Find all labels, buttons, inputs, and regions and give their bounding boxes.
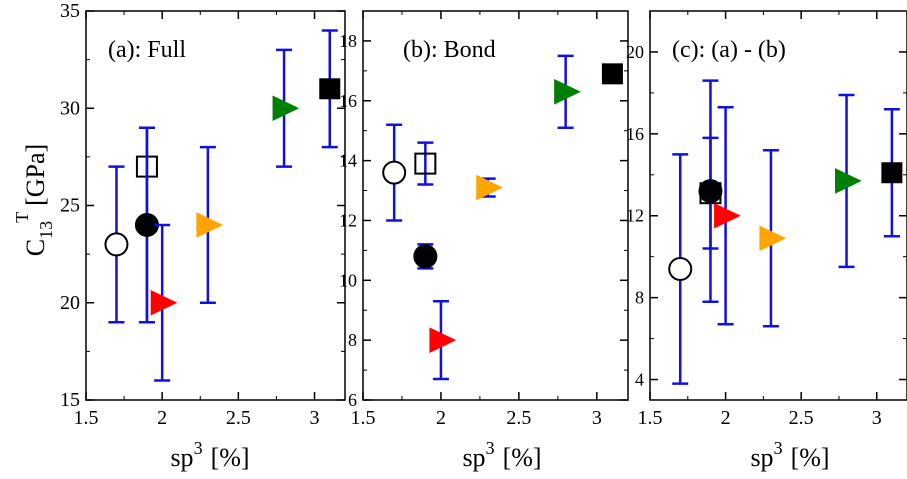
y-tick-label-c: 20 — [626, 42, 644, 62]
x-tick-label-c: 3 — [872, 407, 882, 429]
panel-c: 1.5 2 2.5 3 4 8 12 16 20 (c): (a) - (b) — [626, 10, 907, 429]
y-tick-label-a: 35 — [60, 0, 80, 22]
point-circle-open-b — [382, 160, 407, 185]
y-tick-label-b: 16 — [339, 91, 357, 111]
x-tick-label-a: 2 — [157, 407, 167, 429]
point-square-open-b — [414, 152, 437, 175]
y-tick-label-b: 12 — [339, 210, 357, 230]
plot-frame-b — [362, 10, 629, 401]
panel-b: 1.5 2 2.5 3 6 8 10 12 14 16 18 (b): Bond — [339, 10, 629, 429]
y-tick-label-a: 25 — [60, 195, 80, 217]
x-tick-label-b: 2.5 — [506, 407, 531, 429]
y-tick-label-c: 12 — [626, 206, 644, 226]
x-axis-label-b: sp3 [%] — [462, 438, 541, 472]
x-tick-label-c: 2 — [721, 407, 731, 429]
point-square-filled-a — [319, 78, 341, 100]
y-tick-label-b: 14 — [339, 151, 357, 171]
y-axis-label-sup: T — [12, 212, 32, 223]
data-marks-b — [382, 54, 623, 381]
y-tick-label-a: 15 — [60, 389, 80, 411]
x-tick-label-a: 1.5 — [74, 407, 99, 429]
point-square-filled-b — [601, 63, 623, 85]
point-triangle-c — [835, 168, 862, 194]
point-circle-open-c — [668, 256, 693, 281]
data-marks-a — [104, 29, 341, 382]
x-tick-label-a: 3 — [310, 407, 320, 429]
point-circle-filled-b — [413, 244, 438, 269]
panel-title-a: (a): Full — [108, 37, 186, 63]
panel-title-b: (b): Bond — [403, 37, 496, 63]
x-tick-label-c: 1.5 — [638, 407, 663, 429]
x-axis-label-c: sp3 [%] — [750, 438, 829, 472]
y-axis-label-sub: 13 — [36, 221, 56, 239]
y-axis-label: C13 T [GPa] — [12, 144, 56, 256]
point-triangle-a — [272, 95, 300, 122]
y-tick-label-b: 10 — [339, 270, 357, 290]
point-triangle-c — [759, 225, 787, 252]
plot-frame-a — [85, 10, 346, 401]
y-tick-label-c: 16 — [626, 124, 644, 144]
x-tick-label-b: 1.5 — [351, 407, 376, 429]
point-triangle-b — [554, 78, 581, 105]
plot-frame-c — [649, 10, 907, 401]
y-tick-label-b: 6 — [348, 390, 357, 410]
x-tick-label-b: 3 — [592, 407, 602, 429]
panel-a: 1.5 2 2.5 3 15 20 25 30 35 (a): Full — [60, 0, 346, 429]
x-tick-label-b: 2 — [436, 407, 446, 429]
y-axis-label-unit: [GPa] — [21, 144, 50, 206]
x-tick-label-c: 2.5 — [789, 407, 814, 429]
point-triangle-a — [196, 212, 224, 238]
point-triangle-c — [714, 202, 741, 229]
data-marks-c — [668, 79, 903, 385]
y-tick-label-b: 18 — [339, 31, 357, 51]
point-square-filled-c — [881, 162, 903, 184]
y-axis-label-main: C — [21, 239, 50, 256]
point-circle-filled-c — [698, 179, 723, 204]
y-tick-label-b: 8 — [348, 330, 357, 350]
x-tick-label-a: 2.5 — [226, 407, 251, 429]
point-triangle-b — [476, 174, 503, 201]
y-tick-label-c: 4 — [635, 370, 644, 390]
error-bar-b — [417, 141, 434, 186]
y-tick-label-a: 20 — [60, 292, 80, 314]
y-tick-label-c: 8 — [635, 288, 644, 308]
point-circle-open-a — [104, 232, 129, 257]
y-tick-label-a: 30 — [60, 97, 80, 119]
panel-title-c: (c): (a) - (b) — [672, 37, 786, 63]
point-triangle-a — [150, 289, 178, 316]
point-triangle-b — [429, 327, 457, 353]
x-axis-label-a: sp3 [%] — [170, 438, 249, 472]
